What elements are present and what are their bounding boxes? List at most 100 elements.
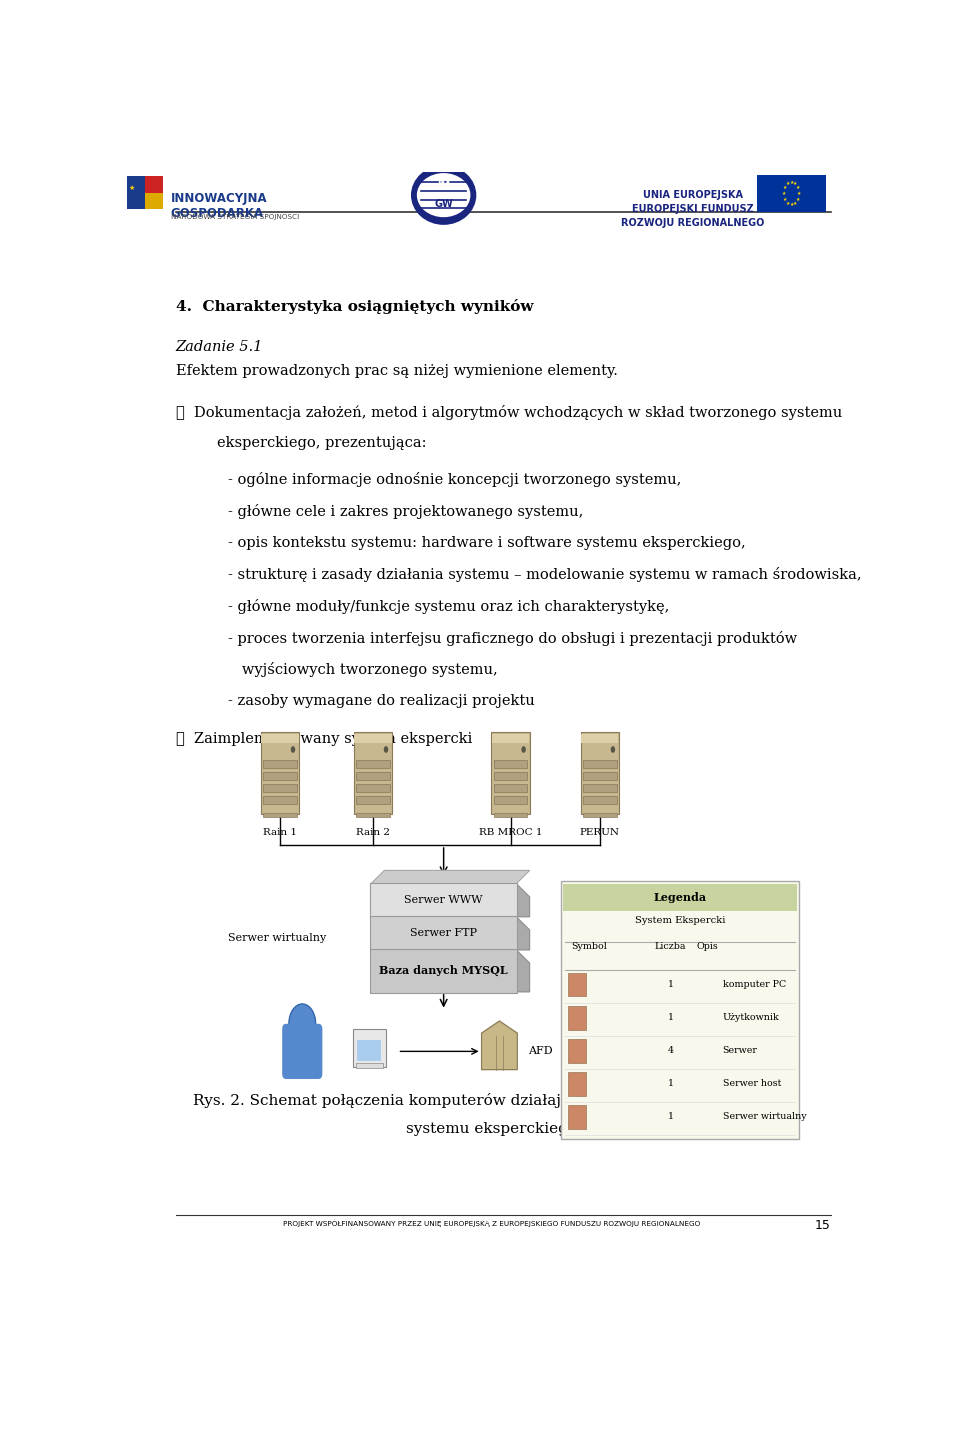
- Text: 15: 15: [815, 1219, 830, 1232]
- FancyBboxPatch shape: [583, 813, 616, 817]
- Polygon shape: [516, 950, 530, 992]
- Text: Rain 1: Rain 1: [263, 828, 297, 837]
- Text: - proces tworzenia interfejsu graficznego do obsługi i prezentacji produktów: - proces tworzenia interfejsu graficzneg…: [228, 631, 797, 645]
- FancyBboxPatch shape: [562, 881, 799, 1139]
- Text: Liczba: Liczba: [655, 941, 686, 952]
- Text: ★: ★: [781, 191, 786, 196]
- Text: 4: 4: [667, 1046, 674, 1055]
- FancyBboxPatch shape: [568, 1105, 586, 1129]
- FancyBboxPatch shape: [568, 1006, 586, 1029]
- FancyBboxPatch shape: [263, 772, 297, 780]
- Text: - opis kontekstu systemu: hardware i software systemu eksperckiego,: - opis kontekstu systemu: hardware i sof…: [228, 536, 746, 550]
- Text: Symbol: Symbol: [571, 941, 607, 952]
- FancyBboxPatch shape: [493, 784, 527, 791]
- Text: Serwer WWW: Serwer WWW: [404, 896, 483, 906]
- Text: Serwer: Serwer: [723, 1046, 757, 1055]
- Text: ★: ★: [797, 191, 801, 196]
- FancyBboxPatch shape: [583, 759, 616, 768]
- FancyBboxPatch shape: [581, 732, 619, 814]
- Polygon shape: [516, 884, 530, 917]
- Text: Serwer wirtualny: Serwer wirtualny: [723, 1112, 806, 1122]
- Text: ★: ★: [789, 202, 794, 206]
- FancyBboxPatch shape: [493, 813, 527, 817]
- FancyBboxPatch shape: [568, 1039, 586, 1063]
- Text: - ogólne informacje odnośnie koncepcji tworzonego systemu,: - ogólne informacje odnośnie koncepcji t…: [228, 473, 682, 487]
- Text: Baza danych MYSQL: Baza danych MYSQL: [379, 966, 508, 976]
- Text: wyjściowych tworzonego systemu,: wyjściowych tworzonego systemu,: [228, 662, 497, 678]
- Circle shape: [611, 747, 615, 752]
- Text: Efektem prowadzonych prac są niżej wymienione elementy.: Efektem prowadzonych prac są niżej wymie…: [176, 364, 617, 378]
- FancyBboxPatch shape: [493, 759, 527, 768]
- FancyBboxPatch shape: [356, 813, 390, 817]
- Text: 1: 1: [667, 1112, 674, 1122]
- Ellipse shape: [417, 173, 470, 218]
- FancyBboxPatch shape: [353, 1029, 386, 1066]
- Text: ★: ★: [785, 182, 790, 186]
- FancyBboxPatch shape: [356, 772, 390, 780]
- FancyBboxPatch shape: [492, 732, 530, 814]
- Text: ★: ★: [782, 196, 787, 202]
- Text: EUROPEJSKI FUNDUSZ: EUROPEJSKI FUNDUSZ: [632, 203, 754, 214]
- Circle shape: [384, 747, 388, 752]
- Circle shape: [291, 747, 296, 752]
- Text: System Ekspercki: System Ekspercki: [635, 916, 725, 924]
- Text: RB MROC 1: RB MROC 1: [479, 828, 542, 837]
- FancyBboxPatch shape: [568, 1072, 586, 1096]
- Text: ★: ★: [793, 201, 798, 205]
- FancyBboxPatch shape: [371, 949, 516, 993]
- FancyBboxPatch shape: [756, 175, 826, 212]
- Text: Zadanie 5.1: Zadanie 5.1: [176, 340, 263, 354]
- Polygon shape: [372, 870, 530, 884]
- FancyBboxPatch shape: [356, 759, 390, 768]
- Text: - strukturę i zasady działania systemu – modelowanie systemu w ramach środowiska: - strukturę i zasady działania systemu –…: [228, 567, 861, 582]
- Text: 4.  Charakterystyka osiągniętych wyników: 4. Charakterystyka osiągniętych wyników: [176, 299, 534, 314]
- FancyBboxPatch shape: [263, 795, 297, 804]
- FancyBboxPatch shape: [353, 732, 393, 814]
- Text: 1: 1: [667, 1079, 674, 1088]
- Text: ★: ★: [782, 185, 787, 191]
- FancyBboxPatch shape: [357, 1040, 381, 1062]
- FancyBboxPatch shape: [263, 784, 297, 791]
- Text: PERUN: PERUN: [580, 828, 620, 837]
- Text: ★: ★: [793, 182, 798, 186]
- Polygon shape: [482, 1022, 517, 1069]
- Text: 1: 1: [667, 980, 674, 989]
- Text: Serwer host: Serwer host: [723, 1079, 781, 1088]
- FancyBboxPatch shape: [356, 784, 390, 791]
- FancyBboxPatch shape: [260, 732, 300, 814]
- Text: UNIA EUROPEJSKA: UNIA EUROPEJSKA: [643, 189, 743, 199]
- FancyBboxPatch shape: [356, 795, 390, 804]
- FancyBboxPatch shape: [282, 1023, 323, 1079]
- Text: - główne moduły/funkcje systemu oraz ich charakterystykę,: - główne moduły/funkcje systemu oraz ich…: [228, 599, 669, 613]
- Text: Serwer FTP: Serwer FTP: [410, 929, 477, 939]
- Text: GW: GW: [434, 199, 453, 209]
- Ellipse shape: [412, 166, 475, 224]
- Text: - główne cele i zakres projektowanego systemu,: - główne cele i zakres projektowanego sy…: [228, 504, 584, 519]
- Text: Serwer wirtualny: Serwer wirtualny: [228, 933, 326, 943]
- FancyBboxPatch shape: [263, 759, 297, 768]
- FancyBboxPatch shape: [583, 784, 616, 791]
- FancyBboxPatch shape: [371, 916, 516, 952]
- Text: Rain 2: Rain 2: [356, 828, 390, 837]
- Text: Rys. 2. Schemat połączenia komputerów działających w ramach utworzonego: Rys. 2. Schemat połączenia komputerów dz…: [193, 1093, 791, 1108]
- Text: PROJEKT WSPÓŁFINANSOWANY PRZEZ UNIĘ EUROPEJSKĄ Z EUROPEJSKIEGO FUNDUSZU ROZWOJU : PROJEKT WSPÓŁFINANSOWANY PRZEZ UNIĘ EURO…: [283, 1219, 701, 1227]
- FancyBboxPatch shape: [263, 813, 297, 817]
- Text: Legenda: Legenda: [654, 893, 707, 903]
- Text: ★: ★: [796, 185, 800, 191]
- Text: komputer PC: komputer PC: [723, 980, 786, 989]
- FancyBboxPatch shape: [371, 883, 516, 919]
- FancyBboxPatch shape: [354, 734, 392, 744]
- FancyBboxPatch shape: [356, 1063, 383, 1068]
- FancyBboxPatch shape: [145, 176, 163, 193]
- Text: 1: 1: [667, 1013, 674, 1022]
- Text: Opis: Opis: [697, 941, 719, 952]
- FancyBboxPatch shape: [128, 176, 145, 209]
- Text: NARODOWA STRATEGIA SPÓJNOŚCI: NARODOWA STRATEGIA SPÓJNOŚCI: [171, 212, 299, 221]
- Polygon shape: [516, 917, 530, 950]
- Text: ☑  Dokumentacja założeń, metod i algorytmów wchodzących w skład tworzonego syste: ☑ Dokumentacja założeń, metod i algorytm…: [176, 406, 842, 420]
- Text: systemu eksperckiego: systemu eksperckiego: [406, 1122, 578, 1136]
- Text: eksperckiego, prezentująca:: eksperckiego, prezentująca:: [217, 436, 426, 450]
- FancyBboxPatch shape: [568, 973, 586, 996]
- FancyBboxPatch shape: [261, 734, 299, 744]
- Text: ★: ★: [129, 185, 135, 191]
